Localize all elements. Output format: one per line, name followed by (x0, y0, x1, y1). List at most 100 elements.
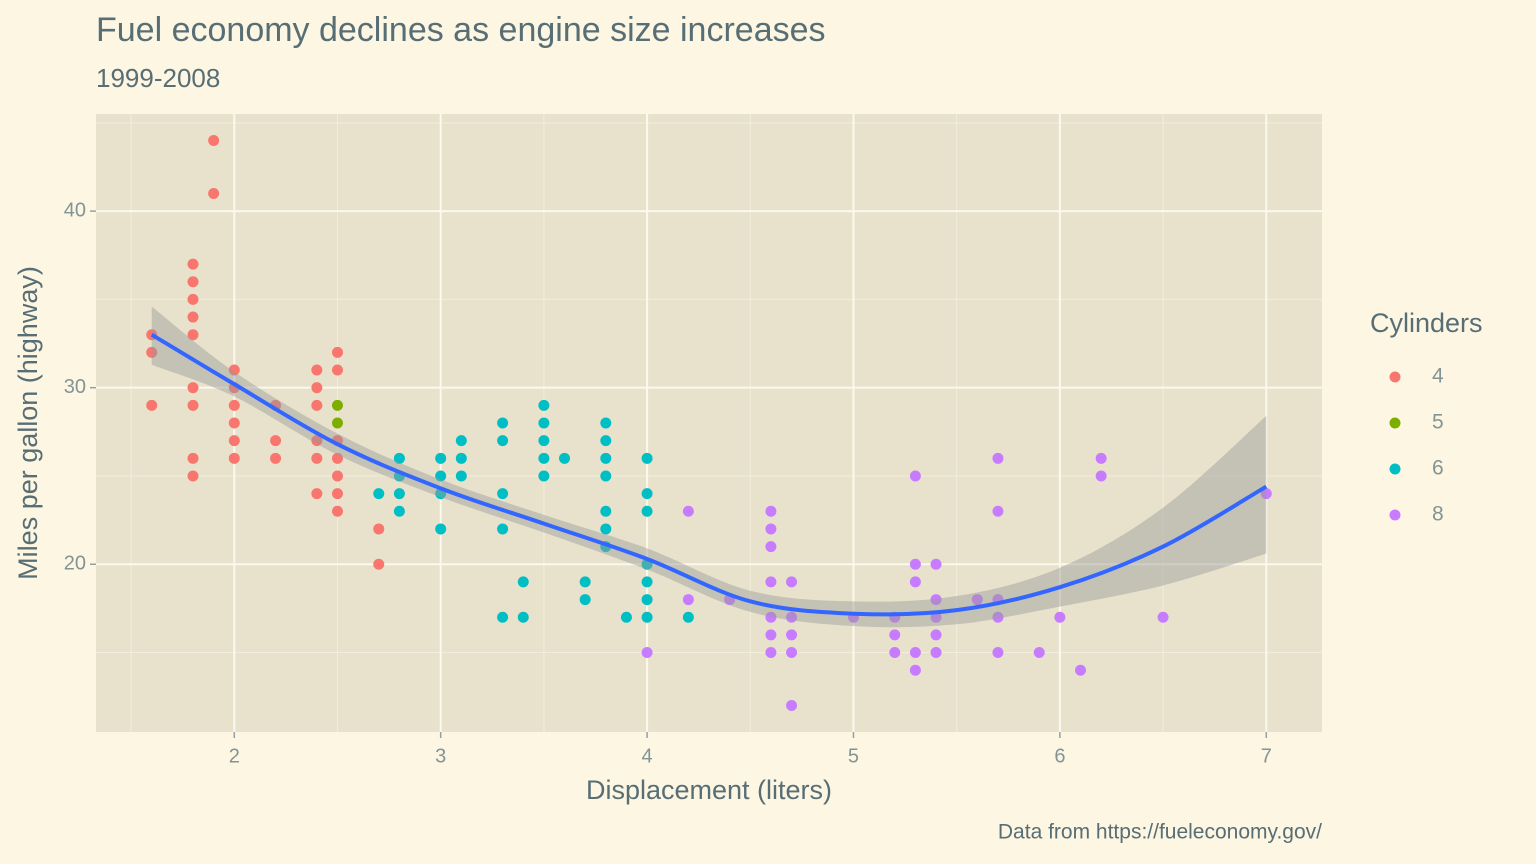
point (765, 647, 777, 659)
point (992, 505, 1004, 517)
point (1095, 452, 1107, 464)
point (1157, 611, 1169, 623)
point (331, 346, 343, 358)
point (455, 470, 467, 482)
point (270, 435, 282, 447)
panel (96, 114, 1322, 732)
point (187, 329, 199, 341)
y-tick-label: 20 (64, 553, 86, 575)
point (393, 488, 405, 500)
point (909, 647, 921, 659)
point (641, 611, 653, 623)
point (909, 664, 921, 676)
point (992, 647, 1004, 659)
x-tick-label: 7 (1261, 745, 1272, 767)
point (187, 399, 199, 411)
point (228, 364, 240, 376)
point (682, 505, 694, 517)
point (187, 258, 199, 270)
point (765, 505, 777, 517)
y-tick-label: 40 (64, 199, 86, 221)
point (311, 452, 323, 464)
point (331, 399, 343, 411)
point (331, 488, 343, 500)
point (146, 346, 158, 358)
point (311, 364, 323, 376)
point (538, 470, 550, 482)
point (765, 629, 777, 641)
point (909, 558, 921, 570)
point (1075, 664, 1087, 676)
point (641, 647, 653, 659)
y-tick-label: 30 (64, 376, 86, 398)
point (538, 399, 550, 411)
point (538, 452, 550, 464)
point (435, 452, 447, 464)
point (517, 611, 529, 623)
point (889, 629, 901, 641)
point (786, 647, 798, 659)
point (641, 488, 653, 500)
point (331, 470, 343, 482)
point (600, 417, 612, 429)
point (455, 452, 467, 464)
point (641, 505, 653, 517)
point (600, 470, 612, 482)
x-tick-label: 3 (435, 745, 446, 767)
legend-label: 8 (1432, 503, 1444, 526)
chart-title: Fuel economy declines as engine size inc… (96, 11, 826, 49)
point (765, 576, 777, 588)
point (187, 470, 199, 482)
point (641, 452, 653, 464)
point (497, 417, 509, 429)
legend-key (1389, 371, 1401, 383)
point (435, 470, 447, 482)
point (600, 523, 612, 535)
point (270, 452, 282, 464)
point (620, 611, 632, 623)
point (930, 558, 942, 570)
point (497, 523, 509, 535)
point (228, 435, 240, 447)
point (497, 488, 509, 500)
point (786, 629, 798, 641)
point (1054, 611, 1066, 623)
point (641, 576, 653, 588)
point (909, 470, 921, 482)
point (373, 523, 385, 535)
point (331, 505, 343, 517)
point (435, 523, 447, 535)
point (559, 452, 571, 464)
point (765, 541, 777, 553)
point (600, 435, 612, 447)
point (600, 505, 612, 517)
point (600, 452, 612, 464)
point (786, 611, 798, 623)
point (228, 417, 240, 429)
chart-subtitle: 1999-2008 (96, 63, 220, 93)
x-tick-label: 5 (848, 745, 859, 767)
point (930, 594, 942, 606)
point (228, 399, 240, 411)
point (517, 576, 529, 588)
point (971, 594, 983, 606)
point (393, 505, 405, 517)
point (331, 452, 343, 464)
point (311, 382, 323, 394)
point (889, 647, 901, 659)
point (497, 435, 509, 447)
legend-title: Cylinders (1370, 308, 1483, 338)
point (187, 293, 199, 305)
point (393, 452, 405, 464)
legend-label: 6 (1432, 457, 1444, 480)
point (208, 134, 220, 146)
point (187, 452, 199, 464)
point (992, 611, 1004, 623)
point (786, 700, 798, 712)
point (992, 452, 1004, 464)
point (930, 629, 942, 641)
point (187, 382, 199, 394)
x-axis-label: Displacement (liters) (586, 775, 832, 805)
point (311, 488, 323, 500)
